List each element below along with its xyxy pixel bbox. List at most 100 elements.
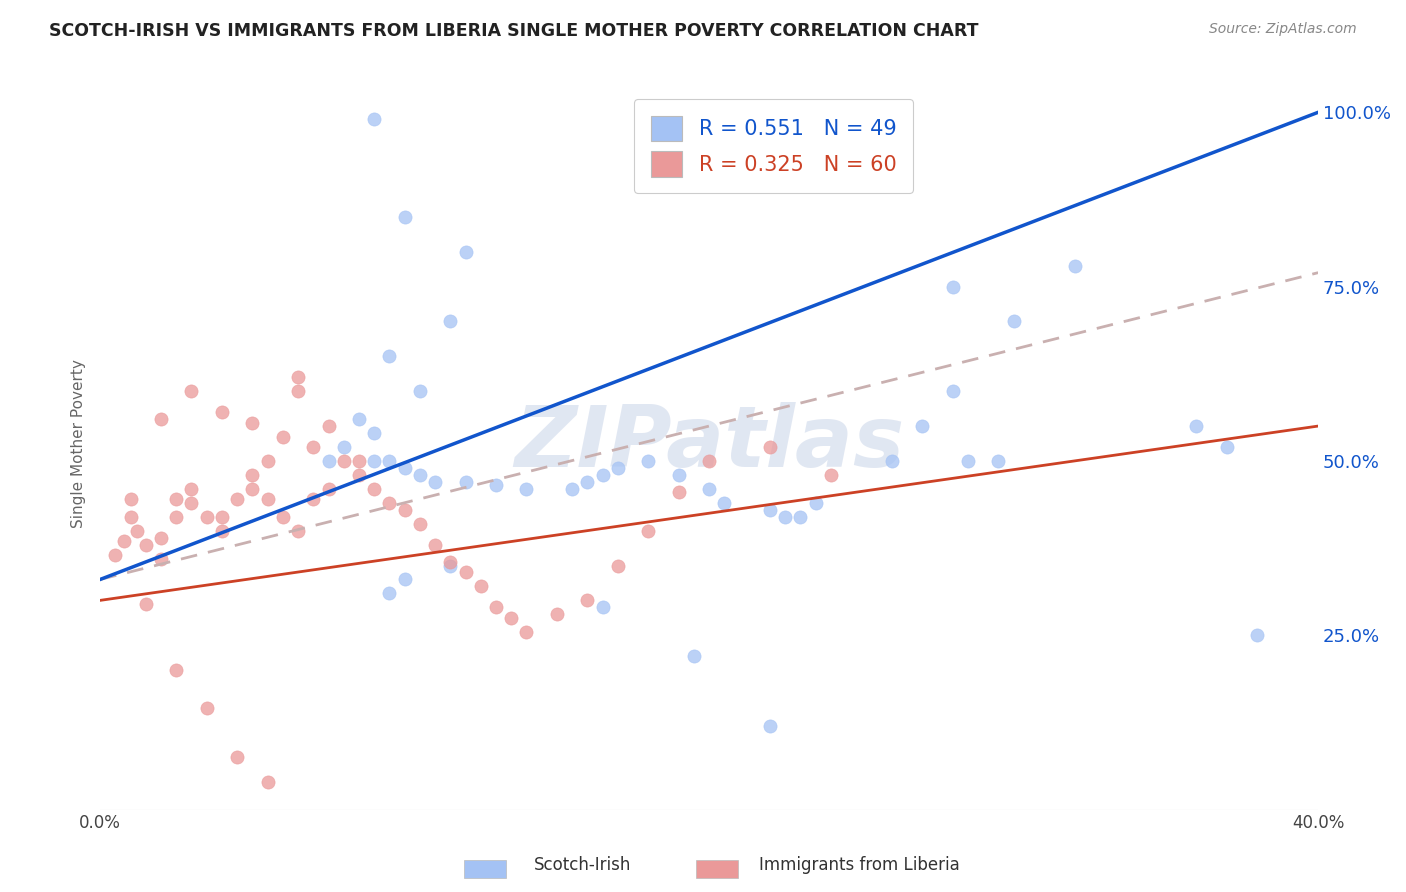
Point — [637, 524, 659, 538]
Point — [302, 440, 325, 454]
Point — [347, 454, 370, 468]
Point — [423, 475, 446, 489]
Point — [242, 482, 264, 496]
Point — [242, 467, 264, 482]
Point — [606, 461, 628, 475]
Point — [713, 496, 735, 510]
Point — [576, 593, 599, 607]
Point — [606, 558, 628, 573]
Text: ZIPatlas: ZIPatlas — [515, 402, 904, 485]
Point — [683, 649, 706, 664]
Point — [242, 416, 264, 430]
Point — [439, 314, 461, 328]
Point — [150, 551, 173, 566]
Point — [485, 478, 508, 492]
Point — [515, 482, 537, 496]
Point — [302, 492, 325, 507]
Point — [363, 454, 385, 468]
Point — [347, 412, 370, 426]
Point — [592, 467, 614, 482]
Point — [318, 419, 340, 434]
Point — [835, 105, 858, 120]
Point — [256, 454, 278, 468]
Point — [668, 467, 690, 482]
Point — [165, 492, 187, 507]
Point — [378, 349, 401, 363]
Point — [363, 425, 385, 440]
Point — [287, 524, 309, 538]
Point — [180, 482, 202, 496]
Point — [256, 492, 278, 507]
Point — [697, 454, 720, 468]
Point — [1185, 419, 1208, 434]
Point — [318, 482, 340, 496]
Point — [546, 607, 568, 622]
Point — [378, 454, 401, 468]
Point — [789, 509, 811, 524]
Point — [271, 429, 294, 443]
Point — [1002, 314, 1025, 328]
Point — [1063, 259, 1085, 273]
Point — [318, 454, 340, 468]
Point — [409, 467, 432, 482]
Point — [394, 210, 416, 224]
Point — [956, 454, 979, 468]
Text: Source: ZipAtlas.com: Source: ZipAtlas.com — [1209, 22, 1357, 37]
Point — [256, 774, 278, 789]
Point — [668, 485, 690, 500]
Point — [211, 509, 233, 524]
Point — [576, 475, 599, 489]
Point — [637, 454, 659, 468]
Point — [135, 538, 157, 552]
Point — [165, 663, 187, 677]
Point — [759, 719, 782, 733]
Point — [165, 509, 187, 524]
Point — [942, 279, 965, 293]
Point — [470, 579, 492, 593]
Point — [332, 440, 354, 454]
Point — [759, 502, 782, 516]
Point — [409, 384, 432, 399]
Point — [987, 454, 1010, 468]
Point — [226, 492, 249, 507]
Legend: R = 0.551   N = 49, R = 0.325   N = 60: R = 0.551 N = 49, R = 0.325 N = 60 — [634, 99, 914, 194]
Point — [454, 566, 477, 580]
Point — [515, 624, 537, 639]
Point — [835, 161, 858, 175]
Point — [211, 405, 233, 419]
Point — [271, 509, 294, 524]
Point — [409, 516, 432, 531]
Point — [423, 538, 446, 552]
Text: Immigrants from Liberia: Immigrants from Liberia — [759, 855, 960, 873]
Point — [363, 112, 385, 127]
Point — [120, 509, 142, 524]
Point — [195, 509, 218, 524]
Point — [439, 555, 461, 569]
Point — [501, 611, 523, 625]
Point — [561, 482, 583, 496]
Point — [942, 384, 965, 399]
Point — [332, 454, 354, 468]
Point — [1246, 628, 1268, 642]
Point — [125, 524, 148, 538]
Point — [394, 573, 416, 587]
Point — [287, 370, 309, 384]
Point — [1216, 440, 1239, 454]
Point — [150, 531, 173, 545]
Point — [120, 492, 142, 507]
Point — [180, 496, 202, 510]
Text: SCOTCH-IRISH VS IMMIGRANTS FROM LIBERIA SINGLE MOTHER POVERTY CORRELATION CHART: SCOTCH-IRISH VS IMMIGRANTS FROM LIBERIA … — [49, 22, 979, 40]
Point — [347, 467, 370, 482]
Point — [697, 482, 720, 496]
Point — [363, 482, 385, 496]
Point — [150, 412, 173, 426]
Point — [804, 496, 827, 510]
Point — [211, 524, 233, 538]
Point — [195, 701, 218, 715]
Point — [454, 475, 477, 489]
Point — [911, 419, 934, 434]
Point — [880, 454, 903, 468]
Point — [592, 600, 614, 615]
Point — [180, 384, 202, 399]
Y-axis label: Single Mother Poverty: Single Mother Poverty — [72, 359, 86, 528]
